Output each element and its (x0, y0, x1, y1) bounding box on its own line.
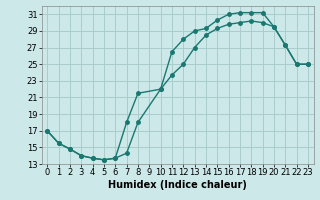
X-axis label: Humidex (Indice chaleur): Humidex (Indice chaleur) (108, 180, 247, 190)
